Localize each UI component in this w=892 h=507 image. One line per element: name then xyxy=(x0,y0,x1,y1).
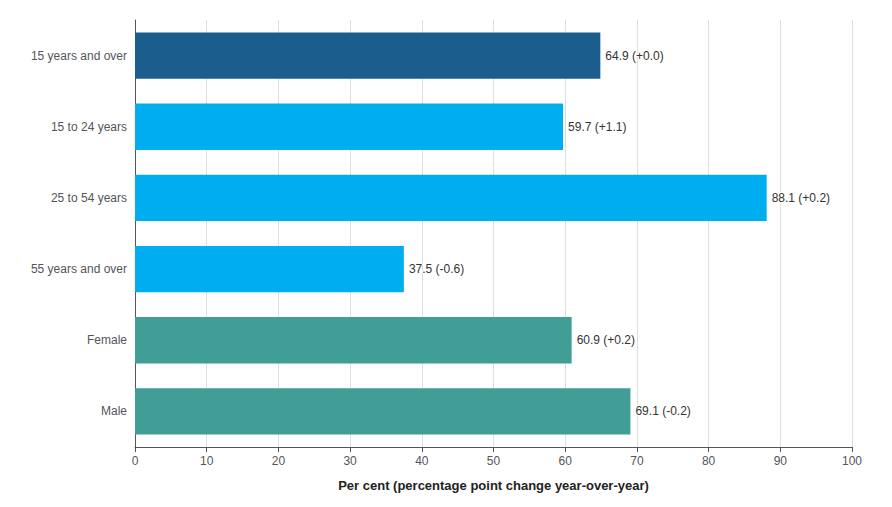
svg-text:15 to 24 years: 15 to 24 years xyxy=(51,120,127,134)
svg-text:59.7 (+1.1): 59.7 (+1.1) xyxy=(568,120,626,134)
svg-text:100: 100 xyxy=(842,454,862,468)
svg-text:70: 70 xyxy=(630,454,644,468)
svg-text:60.9 (+0.2): 60.9 (+0.2) xyxy=(577,333,635,347)
svg-text:0: 0 xyxy=(132,454,139,468)
svg-text:64.9 (+0.0): 64.9 (+0.0) xyxy=(605,49,663,63)
svg-text:40: 40 xyxy=(415,454,429,468)
svg-text:37.5 (-0.6): 37.5 (-0.6) xyxy=(409,262,464,276)
svg-text:Female: Female xyxy=(87,333,127,347)
svg-text:88.1 (+0.2): 88.1 (+0.2) xyxy=(772,191,830,205)
svg-text:90: 90 xyxy=(774,454,788,468)
svg-text:Per cent (percentage point cha: Per cent (percentage point change year-o… xyxy=(338,478,649,493)
svg-text:20: 20 xyxy=(272,454,286,468)
svg-text:30: 30 xyxy=(343,454,357,468)
svg-text:55 years and over: 55 years and over xyxy=(31,262,127,276)
svg-text:25 to 54 years: 25 to 54 years xyxy=(51,191,127,205)
svg-text:Male: Male xyxy=(101,404,127,418)
svg-text:15 years and over: 15 years and over xyxy=(31,49,127,63)
svg-text:60: 60 xyxy=(559,454,573,468)
svg-text:50: 50 xyxy=(487,454,501,468)
svg-text:80: 80 xyxy=(702,454,716,468)
svg-text:10: 10 xyxy=(200,454,214,468)
svg-text:69.1 (-0.2): 69.1 (-0.2) xyxy=(635,404,690,418)
